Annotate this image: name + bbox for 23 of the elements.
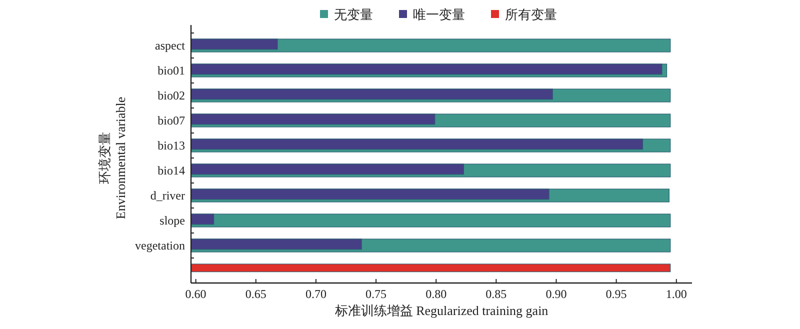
- x-axis-title: 标准训练增益 Regularized training gain: [334, 303, 549, 318]
- x-tick-label: 0.70: [305, 287, 326, 301]
- x-tick-label: 0.80: [426, 287, 447, 301]
- x-tick-label: 0.90: [546, 287, 567, 301]
- y-tick-label: bio13: [158, 138, 185, 152]
- y-tick-label: bio02: [158, 88, 185, 102]
- x-tick-label: 0.95: [606, 287, 627, 301]
- x-tick-label: 1.00: [666, 287, 687, 301]
- y-tick-label: slope: [160, 214, 185, 228]
- x-tick-label: 0.75: [366, 287, 387, 301]
- legend-label: 所有变量: [505, 7, 557, 22]
- x-tick-label: 0.65: [245, 287, 266, 301]
- x-tick-label: 0.60: [185, 287, 206, 301]
- y-tick-label: bio01: [158, 64, 185, 78]
- x-tick-label: 0.85: [486, 287, 507, 301]
- y-tick-label: bio14: [158, 164, 185, 178]
- y-axis-title: 环境变量 Environmental variable: [97, 96, 128, 220]
- y-tick-label: vegetation: [135, 238, 185, 252]
- legend-label: 无变量: [334, 7, 373, 22]
- y-tick-label: aspect: [155, 38, 186, 52]
- legend-label: 唯一变量: [413, 7, 465, 22]
- y-tick-label: d_river: [150, 188, 185, 202]
- y-tick-label: bio07: [158, 114, 185, 128]
